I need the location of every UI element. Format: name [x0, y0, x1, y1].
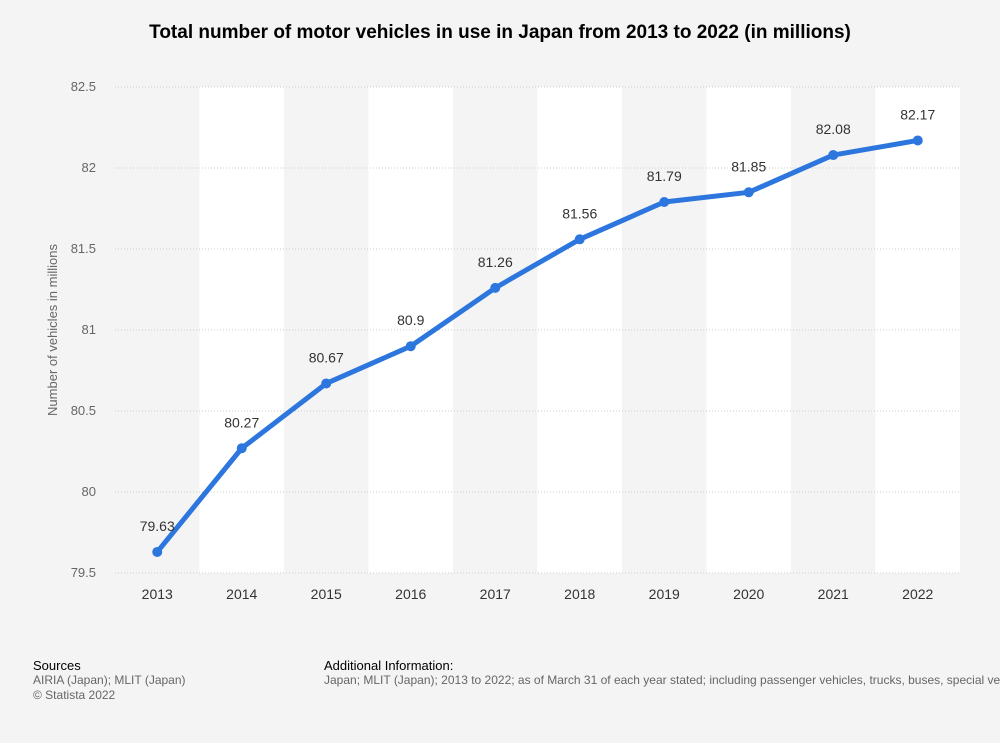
- series-line: [154, 137, 921, 555]
- data-point[interactable]: [490, 282, 501, 293]
- x-tick-label: 2016: [395, 586, 426, 602]
- data-label: 79.63: [140, 518, 175, 534]
- data-point[interactable]: [828, 150, 839, 161]
- data-label: 80.67: [309, 349, 344, 365]
- data-point[interactable]: [321, 378, 332, 389]
- y-tick-label: 79.5: [71, 565, 96, 580]
- y-tick-label: 80.5: [71, 403, 96, 418]
- x-tick-label: 2022: [902, 586, 933, 602]
- copyright-line: © Statista 2022: [33, 688, 116, 702]
- data-point[interactable]: [743, 187, 754, 198]
- x-tick-label: 2013: [142, 586, 173, 602]
- data-label: 81.26: [478, 254, 513, 270]
- data-label: 81.79: [647, 168, 682, 184]
- series-path: [154, 137, 921, 555]
- y-tick-label: 80: [82, 484, 96, 499]
- data-label: 80.9: [397, 312, 424, 328]
- y-tick-label: 81.5: [71, 241, 96, 256]
- x-tick-label: 2014: [226, 586, 257, 602]
- sources-block: Sources AIRIA (Japan); MLIT (Japan) © St…: [33, 658, 293, 703]
- data-labels: 79.63 80.27 80.67 80.9 81.26 81.56 81.79 81.85 8…: [140, 106, 936, 533]
- column-band: [368, 87, 453, 573]
- y-tick-label: 81: [82, 322, 96, 337]
- x-tick-label: 2020: [733, 586, 764, 602]
- data-label: 82.17: [900, 106, 935, 122]
- data-label: 80.27: [224, 414, 259, 430]
- data-point[interactable]: [405, 341, 416, 352]
- data-point[interactable]: [659, 197, 670, 208]
- x-tick-label: 2015: [311, 586, 342, 602]
- x-tick-label: 2018: [564, 586, 595, 602]
- x-tick-label: 2021: [818, 586, 849, 602]
- x-tick-label: 2017: [480, 586, 511, 602]
- sources-line: AIRIA (Japan); MLIT (Japan): [33, 673, 186, 687]
- data-label: 81.85: [731, 158, 766, 174]
- data-point[interactable]: [912, 135, 923, 146]
- column-band: [875, 87, 960, 573]
- additional-info-heading: Additional Information:: [324, 658, 454, 673]
- data-label: 81.56: [562, 205, 597, 221]
- chart-title: Total number of motor vehicles in use in…: [149, 22, 851, 43]
- sources-heading: Sources: [33, 658, 81, 673]
- data-label: 82.08: [816, 121, 851, 137]
- x-tick-label: 2019: [649, 586, 680, 602]
- additional-info-text: Japan; MLIT (Japan); 2013 to 2022; as of…: [324, 673, 1000, 687]
- data-point[interactable]: [236, 443, 247, 454]
- y-axis-ticks: 79.5 80 80.5 81 81.5 82 82.5: [71, 79, 96, 580]
- data-point[interactable]: [152, 546, 163, 557]
- y-axis-label: Number of vehicles in millions: [45, 244, 60, 416]
- y-tick-label: 82: [82, 160, 96, 175]
- data-point[interactable]: [574, 234, 585, 245]
- y-tick-label: 82.5: [71, 79, 96, 94]
- additional-info-block: Additional Information: Japan; MLIT (Jap…: [324, 658, 1000, 688]
- data-points: [152, 135, 923, 557]
- x-axis-ticks: 2013 2014 2015 2016 2017 2018 2019 2020 2021 2022: [142, 586, 934, 602]
